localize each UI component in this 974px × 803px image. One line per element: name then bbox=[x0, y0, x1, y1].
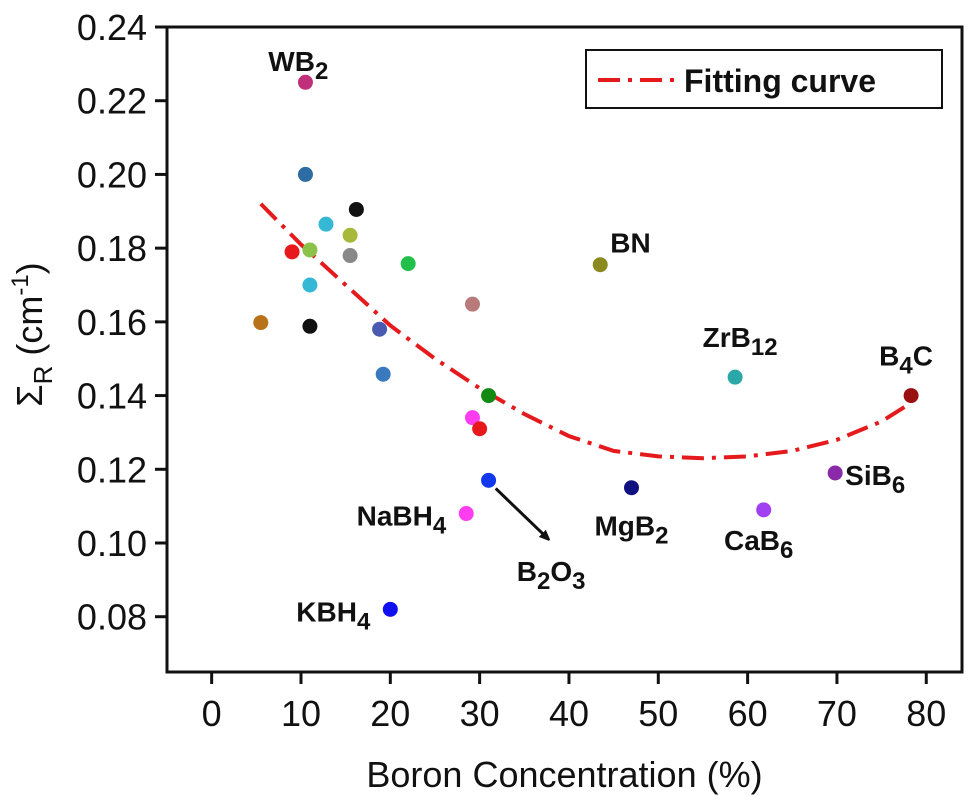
y-tick-label: 0.24 bbox=[77, 7, 147, 48]
y-axis-title: ΣR (cm-1) bbox=[7, 262, 58, 406]
x-tick-label: 80 bbox=[906, 693, 946, 734]
x-tick-label: 40 bbox=[549, 693, 589, 734]
x-tick-label: 70 bbox=[817, 693, 857, 734]
point-label-kbh4: KBH4 bbox=[296, 596, 371, 635]
data-point bbox=[297, 74, 313, 90]
y-tick-label: 0.10 bbox=[77, 523, 147, 564]
y-tick-label: 0.22 bbox=[77, 81, 147, 122]
point-label-zrb12: ZrB12 bbox=[703, 322, 778, 361]
point-label-mgb2: MgB2 bbox=[594, 511, 668, 550]
fit-curve-layer bbox=[259, 202, 913, 461]
y-tick-label: 0.16 bbox=[77, 302, 147, 343]
data-point bbox=[253, 315, 269, 331]
data-point bbox=[464, 296, 480, 312]
data-point bbox=[302, 277, 318, 293]
point-label-cab6: CaB6 bbox=[724, 525, 793, 564]
y-tick-label: 0.12 bbox=[77, 449, 147, 490]
point-label-sib6: SiB6 bbox=[845, 460, 905, 499]
data-point bbox=[903, 388, 919, 404]
x-tick-label: 50 bbox=[638, 693, 678, 734]
point-label-bn: BN bbox=[610, 228, 650, 259]
point-label-wb2: WB2 bbox=[268, 46, 328, 85]
data-point bbox=[464, 410, 480, 426]
data-point bbox=[284, 244, 300, 260]
data-point bbox=[318, 216, 334, 232]
fitting-curve-line bbox=[259, 202, 913, 461]
legend: Fitting curve bbox=[585, 49, 943, 109]
point-label-nabh4: NaBH4 bbox=[357, 501, 447, 540]
data-point bbox=[481, 388, 497, 404]
data-point bbox=[372, 321, 388, 337]
data-point bbox=[458, 506, 474, 522]
data-point bbox=[623, 480, 639, 496]
data-point bbox=[342, 227, 358, 243]
point-labels: WB2 BN ZrB12 B4C SiB6 CaB6 MgB2 NaBH4 B2O3 KBH4 bbox=[268, 46, 933, 635]
legend-label: Fitting curve bbox=[684, 63, 876, 99]
x-tick-label: 10 bbox=[281, 693, 321, 734]
axis-ticks: 0 10 20 30 40 50 60 70 80 0.08 0.10 0.12 0.14 0.16 0.1… bbox=[77, 7, 946, 734]
x-axis-title: Boron Concentration (%) bbox=[366, 754, 762, 795]
data-point bbox=[375, 366, 391, 382]
y-tick-label: 0.20 bbox=[77, 154, 147, 195]
x-tick-label: 20 bbox=[370, 693, 410, 734]
x-tick-label: 0 bbox=[202, 693, 222, 734]
data-point bbox=[342, 248, 358, 264]
b2o3-arrow bbox=[494, 487, 547, 537]
plot-frame bbox=[165, 25, 964, 674]
data-point bbox=[297, 166, 313, 182]
data-point bbox=[827, 465, 843, 481]
data-point bbox=[481, 472, 497, 488]
y-tick-label: 0.08 bbox=[77, 597, 147, 638]
point-label-b2o3: B2O3 bbox=[517, 556, 586, 595]
data-point bbox=[302, 242, 318, 258]
data-point bbox=[592, 257, 608, 273]
data-point bbox=[302, 318, 318, 334]
scatter-points bbox=[253, 74, 919, 617]
x-tick-label: 30 bbox=[460, 693, 500, 734]
data-point bbox=[382, 601, 398, 617]
data-point bbox=[756, 502, 772, 518]
data-point bbox=[400, 256, 416, 272]
data-point bbox=[348, 201, 364, 217]
x-tick-label: 60 bbox=[728, 693, 768, 734]
y-tick-label: 0.18 bbox=[77, 228, 147, 269]
y-tick-label: 0.14 bbox=[77, 376, 147, 417]
point-label-b4c: B4C bbox=[879, 341, 933, 380]
data-point bbox=[472, 421, 488, 437]
data-point bbox=[727, 369, 743, 385]
